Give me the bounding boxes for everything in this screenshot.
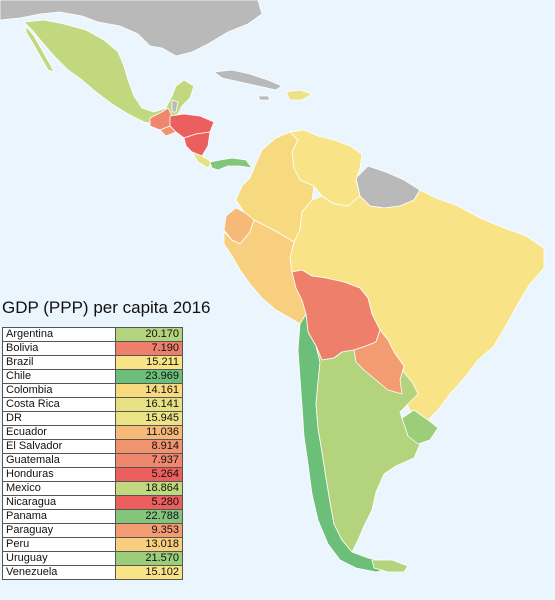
gdp-value-cell: 7.190 xyxy=(115,341,183,356)
gdp-value-cell: 23.969 xyxy=(115,369,183,384)
table-row: Argentina 20.170 xyxy=(1,327,183,342)
table-row: Brazil 15.211 xyxy=(1,355,183,370)
usa-region xyxy=(0,0,263,57)
country-name-cell: Ecuador xyxy=(1,425,117,440)
table-row: Ecuador 11.036 xyxy=(1,425,183,440)
country-name-cell: Venezuela xyxy=(1,565,117,580)
country-paraguay xyxy=(353,329,405,395)
country-name-cell: Chile xyxy=(1,369,117,384)
table-row: DR 15.945 xyxy=(1,411,183,426)
country-name-cell: El Salvador xyxy=(1,439,117,454)
gdp-value-cell: 14.161 xyxy=(115,383,183,398)
country-name-cell: Mexico xyxy=(1,481,117,496)
gdp-value-cell: 5.280 xyxy=(115,495,183,510)
gdp-value-cell: 7.937 xyxy=(115,453,183,468)
country-name-cell: Honduras xyxy=(1,467,117,482)
map-title: GDP (PPP) per capita 2016 xyxy=(2,298,211,317)
country-name-cell: Peru xyxy=(1,537,117,552)
gdp-table-body: Argentina 20.170 Bolivia 7.190 Brazil 15.211 C… xyxy=(1,327,183,580)
gdp-value-cell: 8.914 xyxy=(115,439,183,454)
country-name-cell: Uruguay xyxy=(1,551,117,566)
gdp-value-cell: 5.264 xyxy=(115,467,183,482)
table-row: Costa Rica 16.141 xyxy=(1,397,183,412)
gdp-value-cell: 21.570 xyxy=(115,551,183,566)
country-mexico xyxy=(23,19,195,125)
gdp-table: Argentina 20.170 Bolivia 7.190 Brazil 15.211 C… xyxy=(1,327,183,580)
table-row: Nicaragua 5.280 xyxy=(1,495,183,510)
country-nicaragua xyxy=(183,131,211,157)
country-name-cell: Paraguay xyxy=(1,523,117,538)
country-panama xyxy=(209,157,253,171)
table-row: Venezuela 15.102 xyxy=(1,565,183,580)
country-uruguay xyxy=(401,409,439,445)
gdp-value-cell: 18.864 xyxy=(115,481,183,496)
gdp-value-cell: 9.353 xyxy=(115,523,183,538)
country-name-cell: Colombia xyxy=(1,383,117,398)
table-row: Honduras 5.264 xyxy=(1,467,183,482)
gdp-value-cell: 15.102 xyxy=(115,565,183,580)
country-name-cell: Argentina xyxy=(1,327,117,342)
country-name-cell: Guatemala xyxy=(1,453,117,468)
gdp-value-cell: 13.018 xyxy=(115,537,183,552)
gdp-value-cell: 20.170 xyxy=(115,327,183,342)
table-row: Bolivia 7.190 xyxy=(1,341,183,356)
gdp-value-cell: 15.945 xyxy=(115,411,183,426)
country-argentina-tdf xyxy=(371,559,409,573)
table-row: Paraguay 9.353 xyxy=(1,523,183,538)
country-dr xyxy=(285,89,313,101)
country-mexico-baja xyxy=(25,25,55,73)
table-row: Chile 23.969 xyxy=(1,369,183,384)
table-row: Uruguay 21.570 xyxy=(1,551,183,566)
jamaica-region xyxy=(257,95,271,101)
country-name-cell: Bolivia xyxy=(1,341,117,356)
country-name-cell: DR xyxy=(1,411,117,426)
gdp-value-cell: 22.788 xyxy=(115,509,183,524)
country-name-cell: Panama xyxy=(1,509,117,524)
country-name-cell: Brazil xyxy=(1,355,117,370)
table-row: Mexico 18.864 xyxy=(1,481,183,496)
country-name-cell: Costa Rica xyxy=(1,397,117,412)
cuba-region xyxy=(212,69,283,91)
table-row: Peru 13.018 xyxy=(1,537,183,552)
gdp-value-cell: 11.036 xyxy=(115,425,183,440)
country-name-cell: Nicaragua xyxy=(1,495,117,510)
gdp-value-cell: 15.211 xyxy=(115,355,183,370)
table-row: Guatemala 7.937 xyxy=(1,453,183,468)
gdp-value-cell: 16.141 xyxy=(115,397,183,412)
table-row: Panama 22.788 xyxy=(1,509,183,524)
table-row: Colombia 14.161 xyxy=(1,383,183,398)
table-row: El Salvador 8.914 xyxy=(1,439,183,454)
country-costa-rica xyxy=(191,151,213,169)
belize-region xyxy=(171,99,179,113)
